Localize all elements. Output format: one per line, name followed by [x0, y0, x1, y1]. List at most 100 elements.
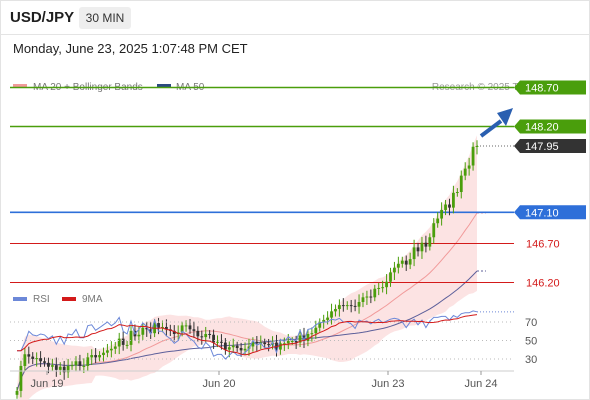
candle-body [282, 343, 286, 345]
candle [416, 242, 420, 257]
candle [404, 255, 408, 271]
candle [459, 170, 463, 199]
candle [424, 235, 428, 253]
candle [109, 341, 113, 358]
candle-body [337, 305, 341, 310]
arrow-shaft [479, 119, 503, 138]
candle [102, 347, 105, 362]
price-levels: 148.70 148.20 147.95 147.10 146.70 146.20 [10, 80, 586, 290]
candle-body [192, 329, 196, 331]
candle-body [349, 305, 353, 307]
candle [86, 352, 90, 372]
candle [27, 346, 31, 364]
candle-body [27, 354, 31, 357]
candle [19, 360, 23, 398]
candle [298, 329, 302, 348]
candle [121, 331, 125, 351]
datetime-label: Monday, June 23, 2025 1:07:48 PM CET [13, 41, 248, 56]
candle [141, 323, 145, 340]
rsi-tick-30: 30 [525, 354, 537, 366]
candle-body [47, 362, 50, 367]
candle-body [188, 325, 192, 330]
candle [373, 284, 377, 302]
level-tag-148.20: 148.20 [514, 119, 586, 134]
candle-body [412, 247, 416, 260]
candle [377, 282, 381, 296]
candle-body [310, 333, 314, 335]
candle [15, 387, 19, 399]
candle [432, 218, 436, 244]
candle [306, 329, 310, 347]
candle [365, 290, 369, 305]
candle-body [444, 204, 447, 210]
candle-body [432, 223, 436, 238]
candle-body [62, 366, 66, 373]
candle-body [334, 309, 337, 312]
level-tag-label: 147.10 [525, 207, 559, 219]
candle [302, 327, 306, 349]
rsi-ma-line [17, 314, 478, 356]
candle [369, 289, 373, 304]
candle [475, 140, 479, 155]
x-tick-label: Jun 24 [464, 378, 497, 390]
candle-body [385, 281, 388, 288]
candle-body [196, 330, 200, 337]
candle-body [208, 333, 212, 335]
legend: MA 20 + Bollinger Bands MA 50 Research ©… [13, 82, 581, 305]
candle [389, 267, 392, 287]
candle-body [200, 336, 204, 338]
candle [255, 336, 259, 351]
candle-body [377, 287, 381, 289]
candle-body [318, 322, 322, 328]
candle-body [117, 338, 121, 347]
candle-body [102, 352, 105, 356]
level-tag-shape [514, 119, 586, 134]
candle [113, 341, 117, 354]
x-axis: Jun 19 Jun 20 Jun 23 Jun 24 [10, 370, 514, 390]
candle [455, 188, 459, 197]
candle-body [428, 237, 432, 247]
candle-body [129, 330, 133, 345]
candle-body [23, 354, 27, 366]
rsi-ma-legend-swatch [62, 297, 76, 301]
candlesticks [15, 140, 479, 399]
candle [62, 360, 66, 380]
candle-body [302, 335, 306, 341]
candle [314, 320, 318, 339]
candle-body [39, 358, 42, 362]
candle [70, 361, 74, 370]
bollinger-band-area [17, 135, 477, 400]
candle-body [424, 242, 428, 247]
candle [400, 256, 404, 268]
candle [381, 280, 385, 293]
candle [330, 303, 333, 325]
candle-body [404, 260, 408, 265]
candle-body [255, 341, 259, 344]
timeframe-badge[interactable]: 30 MIN [79, 7, 131, 29]
ma50-legend-swatch [157, 84, 171, 88]
level-tag-label: 147.95 [525, 141, 559, 153]
candle-body [31, 356, 35, 359]
candle [361, 292, 365, 308]
candle [436, 212, 440, 228]
candle [54, 357, 58, 377]
candle [334, 304, 337, 317]
candle-body [322, 319, 326, 323]
candle [393, 261, 396, 281]
candle [341, 298, 345, 312]
candle-body [180, 325, 184, 333]
level-tag-148.70: 148.70 [514, 80, 586, 95]
candle [145, 321, 149, 337]
candle-body [471, 146, 475, 166]
candle-body [286, 341, 290, 344]
candle [39, 351, 42, 368]
candle [471, 142, 475, 171]
candle [188, 319, 192, 334]
candle [412, 239, 416, 267]
candle [98, 351, 101, 362]
candle [235, 341, 239, 352]
candle-body [267, 344, 271, 346]
candle [90, 349, 94, 366]
arrow-head [497, 108, 513, 126]
candle-body [365, 296, 369, 298]
